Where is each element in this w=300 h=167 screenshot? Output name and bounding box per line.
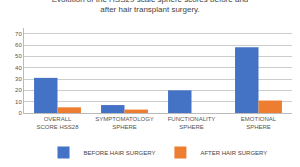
svg-text:40: 40 bbox=[15, 65, 22, 71]
svg-text:50: 50 bbox=[15, 53, 22, 59]
svg-text:OVERALLSCORE HSS28: OVERALLSCORE HSS28 bbox=[36, 116, 79, 130]
svg-text:0: 0 bbox=[18, 110, 22, 116]
svg-text:AFTER HAIR SURGERY: AFTER HAIR SURGERY bbox=[200, 150, 267, 156]
svg-text:FUNCTIONALITYSPHERE: FUNCTIONALITYSPHERE bbox=[168, 116, 216, 130]
svg-text:SYMPTOMATOLOGYSPHERE: SYMPTOMATOLOGYSPHERE bbox=[95, 116, 154, 130]
svg-text:70: 70 bbox=[15, 31, 22, 37]
svg-text:BEFORE HAIR SURGERY: BEFORE HAIR SURGERY bbox=[84, 150, 156, 156]
svg-text:30: 30 bbox=[15, 76, 22, 82]
svg-text:60: 60 bbox=[15, 42, 22, 48]
svg-text:10: 10 bbox=[15, 99, 22, 105]
svg-text:20: 20 bbox=[15, 87, 22, 93]
svg-text:EMOTIONALSPHERE: EMOTIONALSPHERE bbox=[241, 116, 277, 130]
svg-text:Evolution of the HSS29 scale s: Evolution of the HSS29 scale sphere scor… bbox=[52, 0, 249, 14]
